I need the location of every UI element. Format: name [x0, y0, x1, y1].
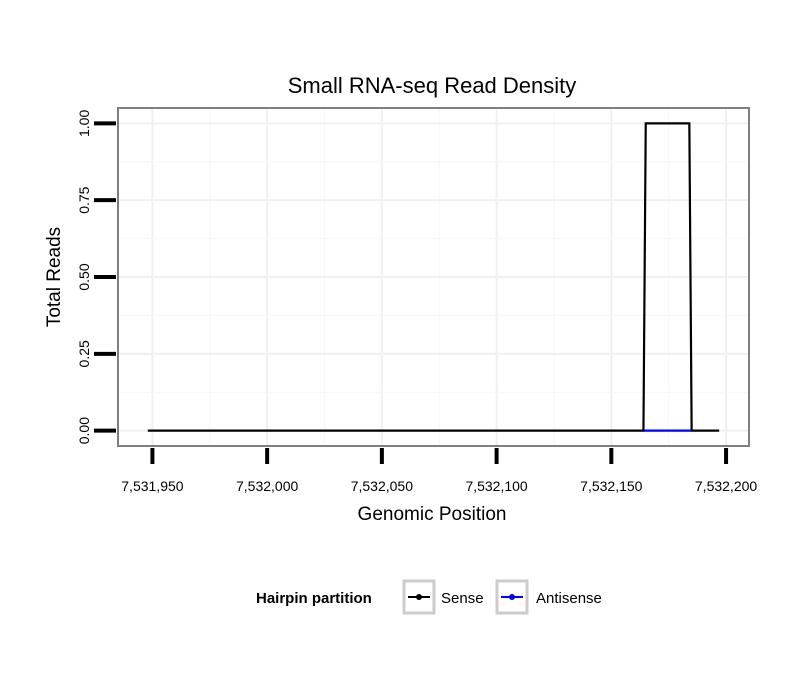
- panel-border: [117, 107, 750, 447]
- y-tick-label: 0.50: [76, 263, 92, 290]
- x-tick-label: 7,531,950: [121, 478, 183, 494]
- plot-panel: [117, 107, 750, 447]
- y-tick-label: 0.25: [76, 340, 92, 367]
- legend-key-sense: [402, 579, 436, 615]
- y-tick-label: 0.75: [76, 186, 92, 213]
- legend-key-antisense: [495, 579, 529, 615]
- y-tick-label: 0.00: [76, 417, 92, 444]
- grid: [118, 108, 749, 446]
- x-tick-label: 7,532,150: [580, 478, 642, 494]
- x-tick-label: 7,532,050: [351, 478, 413, 494]
- legend-title: Hairpin partition: [256, 590, 372, 607]
- y-axis: 0.00 0.25 0.50 0.75 1.00: [76, 110, 116, 444]
- x-axis-title: Genomic Position: [358, 504, 507, 525]
- legend: Hairpin partition Sense Antisense: [256, 579, 602, 615]
- series-line-sense: [147, 122, 720, 432]
- legend-label-sense: Sense: [441, 590, 484, 607]
- chart-title: Small RNA-seq Read Density: [288, 73, 577, 98]
- legend-label-antisense: Antisense: [536, 590, 602, 607]
- y-axis-title: Total Reads: [44, 227, 65, 327]
- x-tick-label: 7,532,000: [236, 478, 298, 494]
- y-tick-label: 1.00: [76, 110, 92, 137]
- x-tick-label: 7,532,200: [695, 478, 757, 494]
- x-axis: 7,531,950 7,532,000 7,532,050 7,532,100 7,53…: [121, 448, 757, 494]
- series-layer: [147, 122, 720, 432]
- x-tick-label: 7,532,100: [465, 478, 527, 494]
